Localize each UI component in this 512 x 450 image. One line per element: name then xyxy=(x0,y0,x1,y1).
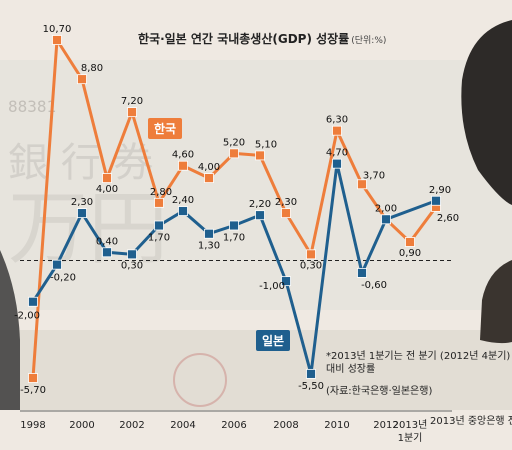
japan-data-point xyxy=(332,158,342,169)
korea-data-label: 2,80 xyxy=(150,187,172,198)
japan-data-point xyxy=(381,214,391,225)
korea-data-point xyxy=(204,173,214,183)
x-tick-label: 2012 xyxy=(373,420,398,431)
japan-data-label: 1,30 xyxy=(198,241,220,252)
svg-text:88381: 88381 xyxy=(8,97,56,116)
japan-data-label: -1,00 xyxy=(259,281,285,292)
korea-data-label: 0,90 xyxy=(399,248,421,259)
korea-data-point xyxy=(28,373,38,383)
x-tick-label: 2000 xyxy=(69,420,94,431)
korea-data-point xyxy=(102,173,112,183)
japan-data-point xyxy=(204,228,214,239)
korea-data-point xyxy=(52,35,62,45)
japan-data-point xyxy=(127,249,137,260)
japan-data-label: -0,60 xyxy=(361,280,387,291)
korea-data-label: 4,00 xyxy=(96,184,118,195)
japan-data-point xyxy=(281,276,291,287)
korea-data-point xyxy=(127,107,137,118)
japan-series-line xyxy=(31,162,437,376)
japan-data-label: 0,40 xyxy=(96,236,118,247)
japan-data-point xyxy=(255,210,265,221)
korea-data-label: 10,70 xyxy=(43,24,72,35)
korea-data-label: 2,60 xyxy=(437,213,459,224)
korea-data-point xyxy=(77,74,87,85)
korea-data-point xyxy=(281,208,291,219)
korea-data-label: 4,60 xyxy=(172,150,194,161)
korea-data-label: 5,20 xyxy=(223,137,245,148)
japan-data-label: 1,70 xyxy=(223,232,245,243)
chart-title: 한국·일본 연간 국내총생산(GDP) 성장률 (단위:%) xyxy=(138,30,398,47)
korea-data-point xyxy=(229,148,239,159)
japan-data-point xyxy=(102,247,112,258)
x-tick-forecast: 2013년 중앙은행 전망치 xyxy=(430,416,512,427)
japan-data-point xyxy=(431,195,441,206)
japan-data-label: 0,30 xyxy=(121,260,143,271)
series-layer xyxy=(28,35,441,383)
japan-data-label: 1,70 xyxy=(148,232,170,243)
korea-data-label: 2,30 xyxy=(275,197,297,208)
chart-title-text: 한국·일본 연간 국내총생산(GDP) 성장률 xyxy=(138,32,350,46)
korea-data-point xyxy=(405,237,415,247)
korea-data-label: 4,00 xyxy=(198,162,220,173)
japan-data-point xyxy=(229,220,239,231)
japan-data-point xyxy=(52,259,62,270)
japan-data-label: -5,50 xyxy=(298,381,324,392)
korea-data-point xyxy=(357,179,367,190)
korea-data-label: 5,10 xyxy=(255,139,277,150)
japan-data-label: 2,90 xyxy=(429,185,451,196)
korea-data-point xyxy=(332,125,342,136)
japan-data-label: 2,40 xyxy=(172,195,194,206)
legend-japan: 일본 xyxy=(256,330,291,351)
korea-data-point xyxy=(154,197,164,208)
japan-data-label: 2,20 xyxy=(249,199,271,210)
svg-text:万円: 万円 xyxy=(8,182,168,275)
x-tick-label: 2008 xyxy=(273,420,298,431)
svg-text:銀 行 券: 銀 行 券 xyxy=(8,140,153,186)
japan-data-point xyxy=(357,267,367,278)
korea-data-label: 6,30 xyxy=(326,115,348,126)
japan-data-point xyxy=(178,206,188,216)
korea-data-label: 7,20 xyxy=(121,96,143,107)
x-tick-label: 2002 xyxy=(119,420,144,431)
japan-data-label: 4,70 xyxy=(326,148,348,159)
japan-data-point xyxy=(306,368,316,379)
japan-data-point xyxy=(77,208,87,219)
japan-data-label: 2,30 xyxy=(71,197,93,208)
japan-data-label: -2,00 xyxy=(14,311,40,322)
x-tick-label: 2004 xyxy=(170,420,195,431)
korea-data-label: 2,00 xyxy=(375,203,397,214)
data-labels: -5,70 10,70 8,80 4,00 7,20 2,80 4,60 4,00 5,20 5,… xyxy=(14,24,459,396)
chart-source: (자료:한국은행·일본은행) xyxy=(326,386,433,397)
korea-data-point xyxy=(178,160,188,171)
x-tick-label: 1998 xyxy=(20,420,45,431)
korea-data-point xyxy=(255,150,265,161)
x-tick-label: 2010 xyxy=(324,420,349,431)
korea-data-label: 3,70 xyxy=(363,170,385,181)
unit-label: (단위:%) xyxy=(351,36,387,46)
x-tick-label: 2006 xyxy=(221,420,246,431)
legend-korea: 한국 xyxy=(148,118,183,139)
korea-data-label: 8,80 xyxy=(81,63,103,74)
japan-data-label: -0,20 xyxy=(50,273,76,284)
korea-data-label: -5,70 xyxy=(20,385,46,396)
korea-data-label: 0,30 xyxy=(300,260,322,271)
korea-data-point xyxy=(306,249,316,260)
japan-data-point xyxy=(154,220,164,231)
x-tick-label: 2013년 1분기 xyxy=(393,419,428,444)
chart-footnote: *2013년 1분기는 전 분기 (2012년 4분기) 대비 성장률 xyxy=(326,351,511,375)
japan-data-point xyxy=(28,296,38,307)
